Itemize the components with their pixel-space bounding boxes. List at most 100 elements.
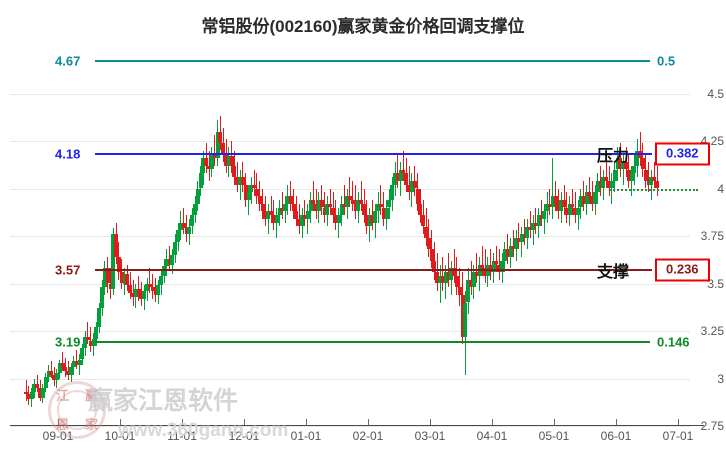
fib-ratio-box-0-382[interactable]: 0.382 <box>655 142 710 166</box>
candle-body <box>187 226 192 235</box>
candle-body <box>164 258 169 267</box>
page-title: 常铝股份(002160)赢家黄金价格回调支撑位 <box>201 17 525 36</box>
candle-body <box>221 142 226 155</box>
candle-body <box>446 272 451 280</box>
candle-body <box>373 211 378 223</box>
candle-wick <box>442 256 444 292</box>
candle-body <box>539 215 544 219</box>
candle-body <box>204 158 209 166</box>
candle-body <box>325 203 330 216</box>
candle-body <box>342 203 347 208</box>
candle-body <box>173 241 178 255</box>
candle-wick <box>335 199 337 231</box>
fib-price-label-0-236: 3.57 <box>55 262 81 278</box>
plot-area[interactable] <box>10 46 698 427</box>
candle-wick <box>259 180 261 212</box>
fib-level-line-0-382[interactable] <box>95 153 652 156</box>
candle-body <box>128 285 133 293</box>
candle-body <box>57 363 62 373</box>
candle-wick <box>295 196 297 227</box>
candle-body <box>190 215 195 227</box>
candle-wick <box>439 264 441 303</box>
candle-wick <box>355 184 357 219</box>
candle-body <box>514 237 519 250</box>
candle-body <box>652 177 657 181</box>
candle-body <box>621 161 626 170</box>
candle-body <box>212 154 217 159</box>
candle-body <box>26 393 31 400</box>
candle-wick <box>332 192 334 223</box>
candle-body <box>35 384 40 388</box>
candle-wick <box>552 158 554 219</box>
candle-body <box>243 184 248 200</box>
candle-body <box>643 169 648 181</box>
grid-line <box>10 378 690 380</box>
candle-wick <box>600 165 602 197</box>
x-axis-tick-mark <box>678 419 679 425</box>
candle-body <box>440 275 445 284</box>
candle-body <box>215 131 220 159</box>
x-axis-tick-label: 12-01 <box>228 429 260 443</box>
candle-wick <box>507 234 509 265</box>
grid-line <box>10 426 690 427</box>
candle-body <box>655 180 659 189</box>
y-axis-tick-label: 3 <box>717 371 724 386</box>
candle-wick <box>371 199 373 231</box>
candle-body <box>254 188 259 197</box>
candle-wick <box>397 154 399 189</box>
candle-wick <box>563 184 565 216</box>
fib-price-label-0-382: 4.18 <box>55 146 81 162</box>
candle-body <box>238 177 243 185</box>
candle-body <box>550 196 555 208</box>
candle-body <box>409 180 414 193</box>
fib-level-line-0-146[interactable] <box>95 341 650 344</box>
candle-wick <box>470 260 472 295</box>
candle-body <box>240 177 245 185</box>
candle-body <box>285 196 290 204</box>
candle-wick <box>650 169 652 200</box>
x-axis-tick-label: 07-01 <box>662 429 694 443</box>
candle-body <box>102 268 107 288</box>
candle-body <box>480 264 485 269</box>
candle-body <box>533 222 538 227</box>
candle-body <box>274 215 279 223</box>
candle-body <box>159 275 164 286</box>
candle-body <box>595 180 600 193</box>
candle-body <box>553 196 558 204</box>
candle-body <box>604 177 609 181</box>
candle-body <box>463 302 468 337</box>
candle-body <box>333 215 338 223</box>
fib-ratio-box-0-236[interactable]: 0.236 <box>655 258 710 282</box>
x-axis-tick-mark <box>306 419 307 425</box>
candle-body <box>114 234 119 257</box>
candle-body <box>252 184 257 189</box>
candle-body <box>531 222 536 231</box>
candle-wick <box>343 184 345 216</box>
candle-wick <box>495 245 497 273</box>
support-zone-tag: 支撑 <box>597 264 630 282</box>
x-axis-tick-label: 02-01 <box>352 429 384 443</box>
fib-level-line-0-5[interactable] <box>95 60 650 63</box>
candle-wick <box>290 180 292 212</box>
watermark-logo-char: 恩 <box>55 417 69 432</box>
candle-body <box>80 348 85 360</box>
candle-body <box>167 258 172 265</box>
candle-wick <box>490 249 492 280</box>
candle-body <box>393 173 398 185</box>
candle-wick <box>236 161 238 193</box>
candle-body <box>578 196 583 208</box>
candle-wick <box>132 279 134 307</box>
candle-body <box>302 215 307 219</box>
candle-body <box>88 340 93 347</box>
x-axis-tick-mark <box>244 419 245 425</box>
candle-body <box>618 158 623 170</box>
candle-wick <box>566 192 568 223</box>
candle-body <box>142 291 147 299</box>
candle-body <box>508 245 513 257</box>
candle-wick <box>648 161 650 193</box>
watermark-logo-char: 家 <box>84 417 98 432</box>
candle-wick <box>535 207 537 235</box>
candle-wick <box>349 177 351 208</box>
fib-level-line-0-236[interactable] <box>95 269 652 272</box>
candle-body <box>505 249 510 257</box>
